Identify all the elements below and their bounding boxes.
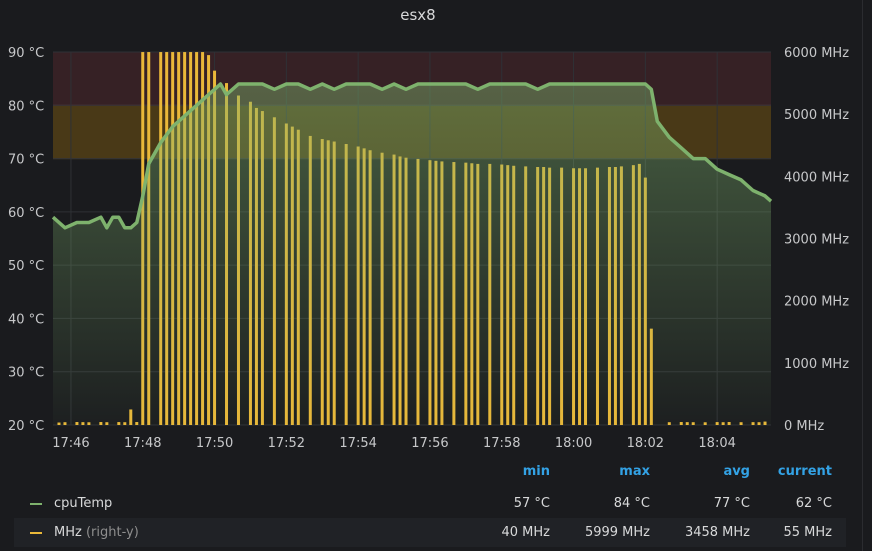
cputemp-line — [51, 82, 773, 230]
legend-header-min[interactable]: min — [522, 464, 550, 479]
legend-value-avg: 3458 MHz — [684, 525, 750, 540]
y-left-tick-label: 80 °C — [8, 99, 44, 114]
y-left-tick-label: 60 °C — [8, 206, 44, 221]
series-color-swatch[interactable] — [30, 503, 42, 505]
x-tick-label: 18:04 — [698, 436, 735, 451]
y-right-tick-label: 6000 MHz — [784, 46, 849, 61]
y-right-tick-label: 1000 MHz — [784, 357, 849, 372]
legend-value-min: 57 °C — [513, 496, 550, 511]
panel-title[interactable]: esx8 — [400, 6, 436, 24]
x-tick-label: 17:48 — [124, 436, 161, 451]
y-left-tick-label: 40 °C — [8, 312, 44, 327]
legend-value-avg: 77 °C — [713, 496, 750, 511]
x-tick-label: 17:46 — [52, 436, 89, 451]
legend-series-name[interactable]: cpuTemp — [54, 496, 113, 511]
panel-divider — [862, 0, 863, 551]
cputemp-line-series — [51, 82, 773, 425]
x-tick-label: 17:52 — [268, 436, 305, 451]
legend-value-current: 55 MHz — [783, 525, 833, 540]
legend-value-max: 5999 MHz — [584, 525, 650, 540]
x-tick-label: 18:00 — [555, 436, 592, 451]
y-left-tick-label: 30 °C — [8, 366, 44, 381]
y-left-tick-label: 50 °C — [8, 259, 44, 274]
x-tick-label: 17:50 — [196, 436, 233, 451]
x-tick-label: 17:58 — [483, 436, 520, 451]
series-color-swatch[interactable] — [30, 532, 42, 534]
legend-header: min max avg current — [14, 460, 846, 489]
chart-canvas[interactable]: 20 °C 30 °C 40 °C 50 °C 60 °C 70 °C 80 °C 90 °C… — [0, 0, 862, 460]
y-right-tick-label: 2000 MHz — [784, 295, 849, 310]
legend-header-max[interactable]: max — [619, 464, 650, 479]
y-right-tick-label: 5000 MHz — [784, 108, 849, 123]
legend-table: min max avg current cpuTemp 57 °C 84 °C … — [14, 460, 846, 547]
legend-value-min: 40 MHz — [501, 525, 551, 540]
y-right-tick-label: 3000 MHz — [784, 233, 849, 248]
legend-series-name[interactable]: MHz (right-y) — [54, 525, 139, 540]
x-tick-label: 18:02 — [627, 436, 664, 451]
y-axis-left: 20 °C 30 °C 40 °C 50 °C 60 °C 70 °C 80 °C 90 °C — [8, 46, 44, 434]
y-axis-right: 0 MHz 1000 MHz 2000 MHz 3000 MHz 4000 MHz 500… — [784, 46, 849, 434]
legend-row-mhz[interactable]: MHz (right-y) 40 MHz 5999 MHz 3458 MHz 5… — [14, 518, 846, 547]
y-left-tick-label: 70 °C — [8, 153, 44, 168]
y-left-tick-label: 90 °C — [8, 46, 44, 61]
legend-header-current[interactable]: current — [777, 464, 832, 479]
cputemp-area-fill — [53, 84, 771, 425]
y-right-tick-label: 4000 MHz — [784, 170, 849, 185]
legend-row-cputemp[interactable]: cpuTemp 57 °C 84 °C 77 °C 62 °C — [14, 489, 846, 518]
legend-value-max: 84 °C — [613, 496, 650, 511]
y-right-tick-label: 0 MHz — [784, 419, 824, 434]
x-axis: 17:46 17:48 17:50 17:52 17:54 17:56 17:58 18:00… — [52, 436, 736, 451]
legend-header-avg[interactable]: avg — [723, 464, 750, 479]
legend-value-current: 62 °C — [795, 496, 832, 511]
x-tick-label: 17:54 — [339, 436, 376, 451]
y-left-tick-label: 20 °C — [8, 419, 44, 434]
x-tick-label: 17:56 — [411, 436, 448, 451]
